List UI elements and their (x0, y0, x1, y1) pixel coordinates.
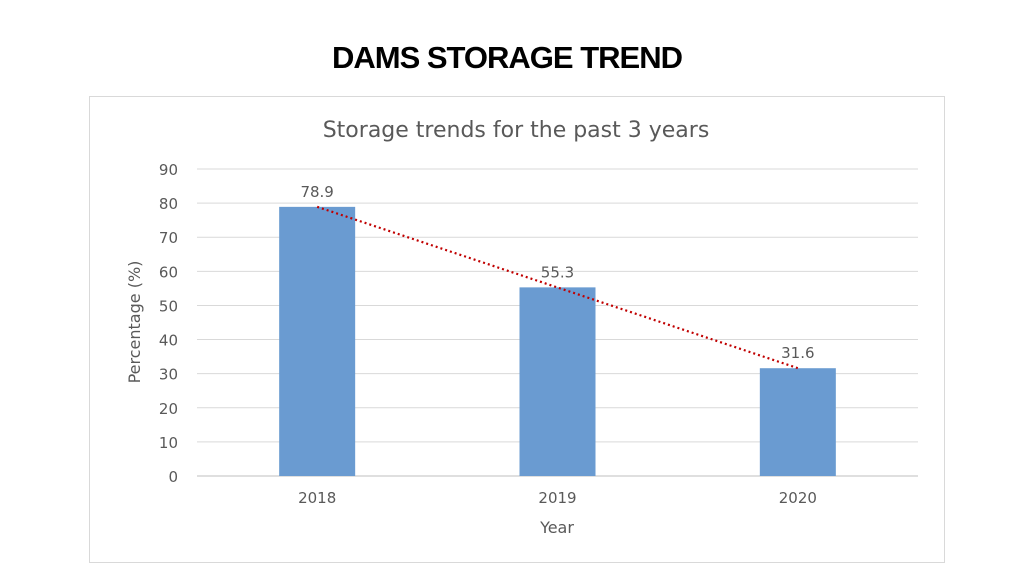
y-tick-label: 10 (159, 434, 178, 452)
data-label: 55.3 (541, 263, 574, 281)
data-label: 31.6 (781, 344, 814, 362)
y-axis-label: Percentage (%) (125, 261, 144, 384)
x-tick-label: 2019 (538, 489, 576, 507)
x-tick-label: 2020 (779, 489, 817, 507)
y-tick-label: 0 (168, 468, 178, 486)
y-tick-label: 80 (159, 195, 178, 213)
data-label: 78.9 (300, 183, 333, 201)
y-tick-label: 30 (159, 366, 178, 384)
y-tick-label: 70 (159, 229, 178, 247)
bar-2019 (519, 287, 596, 476)
chart-container (89, 96, 945, 563)
y-tick-label: 20 (159, 400, 178, 418)
bar-2018 (279, 206, 356, 476)
y-tick-label: 90 (159, 161, 178, 179)
y-tick-label: 50 (159, 297, 178, 315)
x-axis-label: Year (539, 518, 574, 537)
bar-2020 (759, 368, 836, 476)
y-tick-label: 60 (159, 263, 178, 281)
y-tick-label: 40 (159, 332, 178, 350)
x-tick-label: 2018 (298, 489, 336, 507)
page-title: DAMS STORAGE TREND (331, 40, 683, 75)
chart-title: Storage trends for the past 3 years (323, 118, 710, 143)
